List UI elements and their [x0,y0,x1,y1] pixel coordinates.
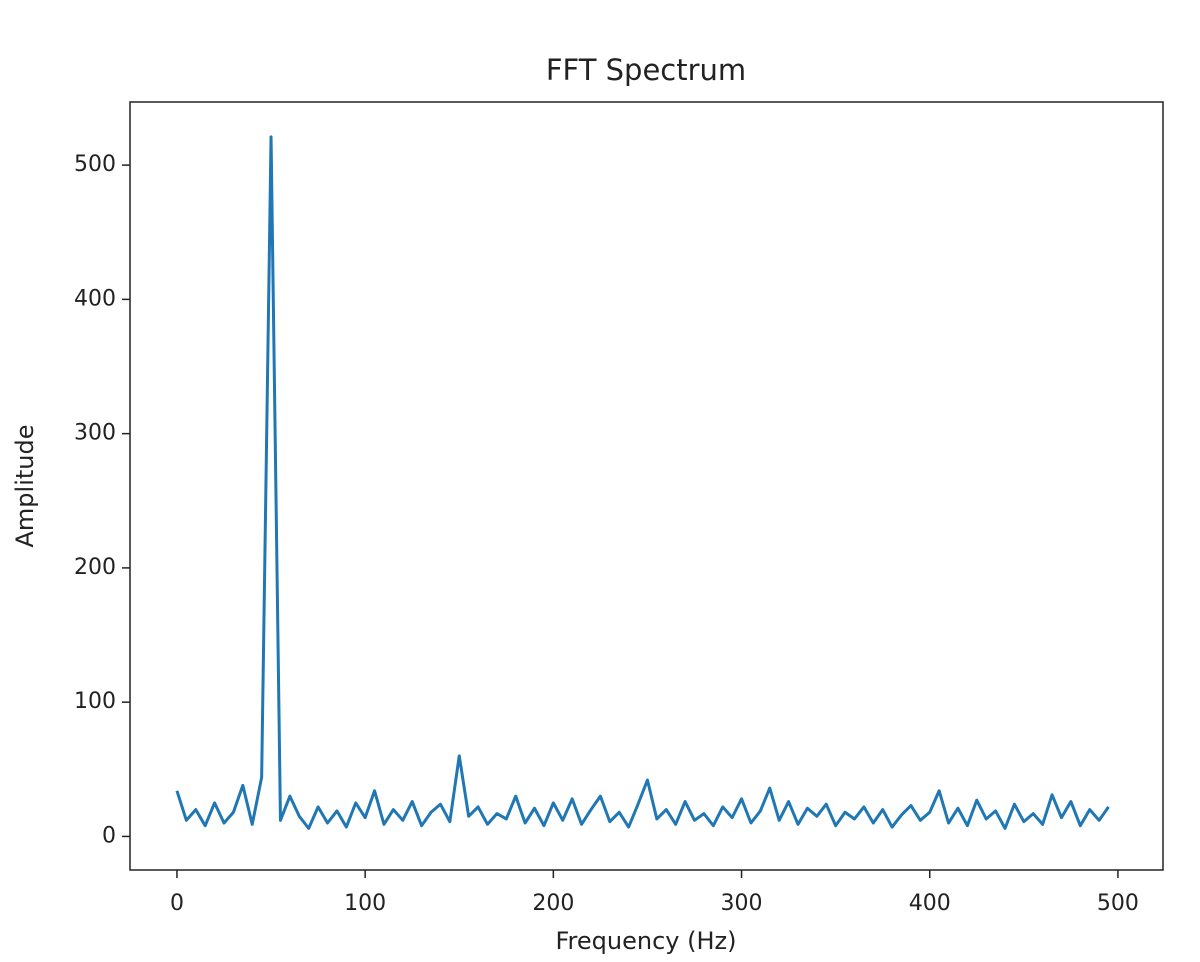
chart-title: FFT Spectrum [546,53,746,87]
y-tick-label: 300 [74,421,116,446]
x-tick-label: 300 [721,891,763,916]
spectrum-line [175,135,1110,830]
x-tick-label: 500 [1097,891,1139,916]
x-tick-label: 100 [344,891,386,916]
y-tick-label: 200 [74,555,116,580]
x-tick-label: 400 [909,891,951,916]
y-tick-label: 400 [74,286,116,311]
y-tick-label: 100 [74,689,116,714]
y-tick-label: 0 [102,823,116,848]
y-tick-label: 500 [74,152,116,177]
x-tick-label: 200 [532,891,574,916]
x-tick-label: 0 [170,891,184,916]
y-axis-label: Amplitude [11,425,39,548]
plot-frame [129,101,1164,871]
x-axis-label: Frequency (Hz) [556,927,737,955]
